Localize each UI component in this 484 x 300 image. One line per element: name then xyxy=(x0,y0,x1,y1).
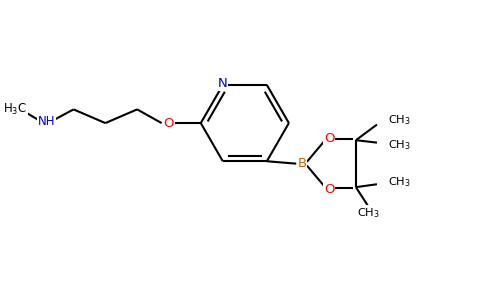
Text: B: B xyxy=(298,157,307,170)
Text: NH: NH xyxy=(38,115,55,128)
Text: CH$_3$: CH$_3$ xyxy=(388,113,411,127)
Text: O: O xyxy=(324,183,334,196)
Text: H$_3$C: H$_3$C xyxy=(3,102,27,117)
Text: N: N xyxy=(218,77,227,91)
Text: CH$_3$: CH$_3$ xyxy=(357,206,379,220)
Text: CH$_3$: CH$_3$ xyxy=(388,176,411,189)
Text: O: O xyxy=(324,132,334,145)
Text: O: O xyxy=(164,117,174,130)
Text: CH$_3$: CH$_3$ xyxy=(388,138,411,152)
